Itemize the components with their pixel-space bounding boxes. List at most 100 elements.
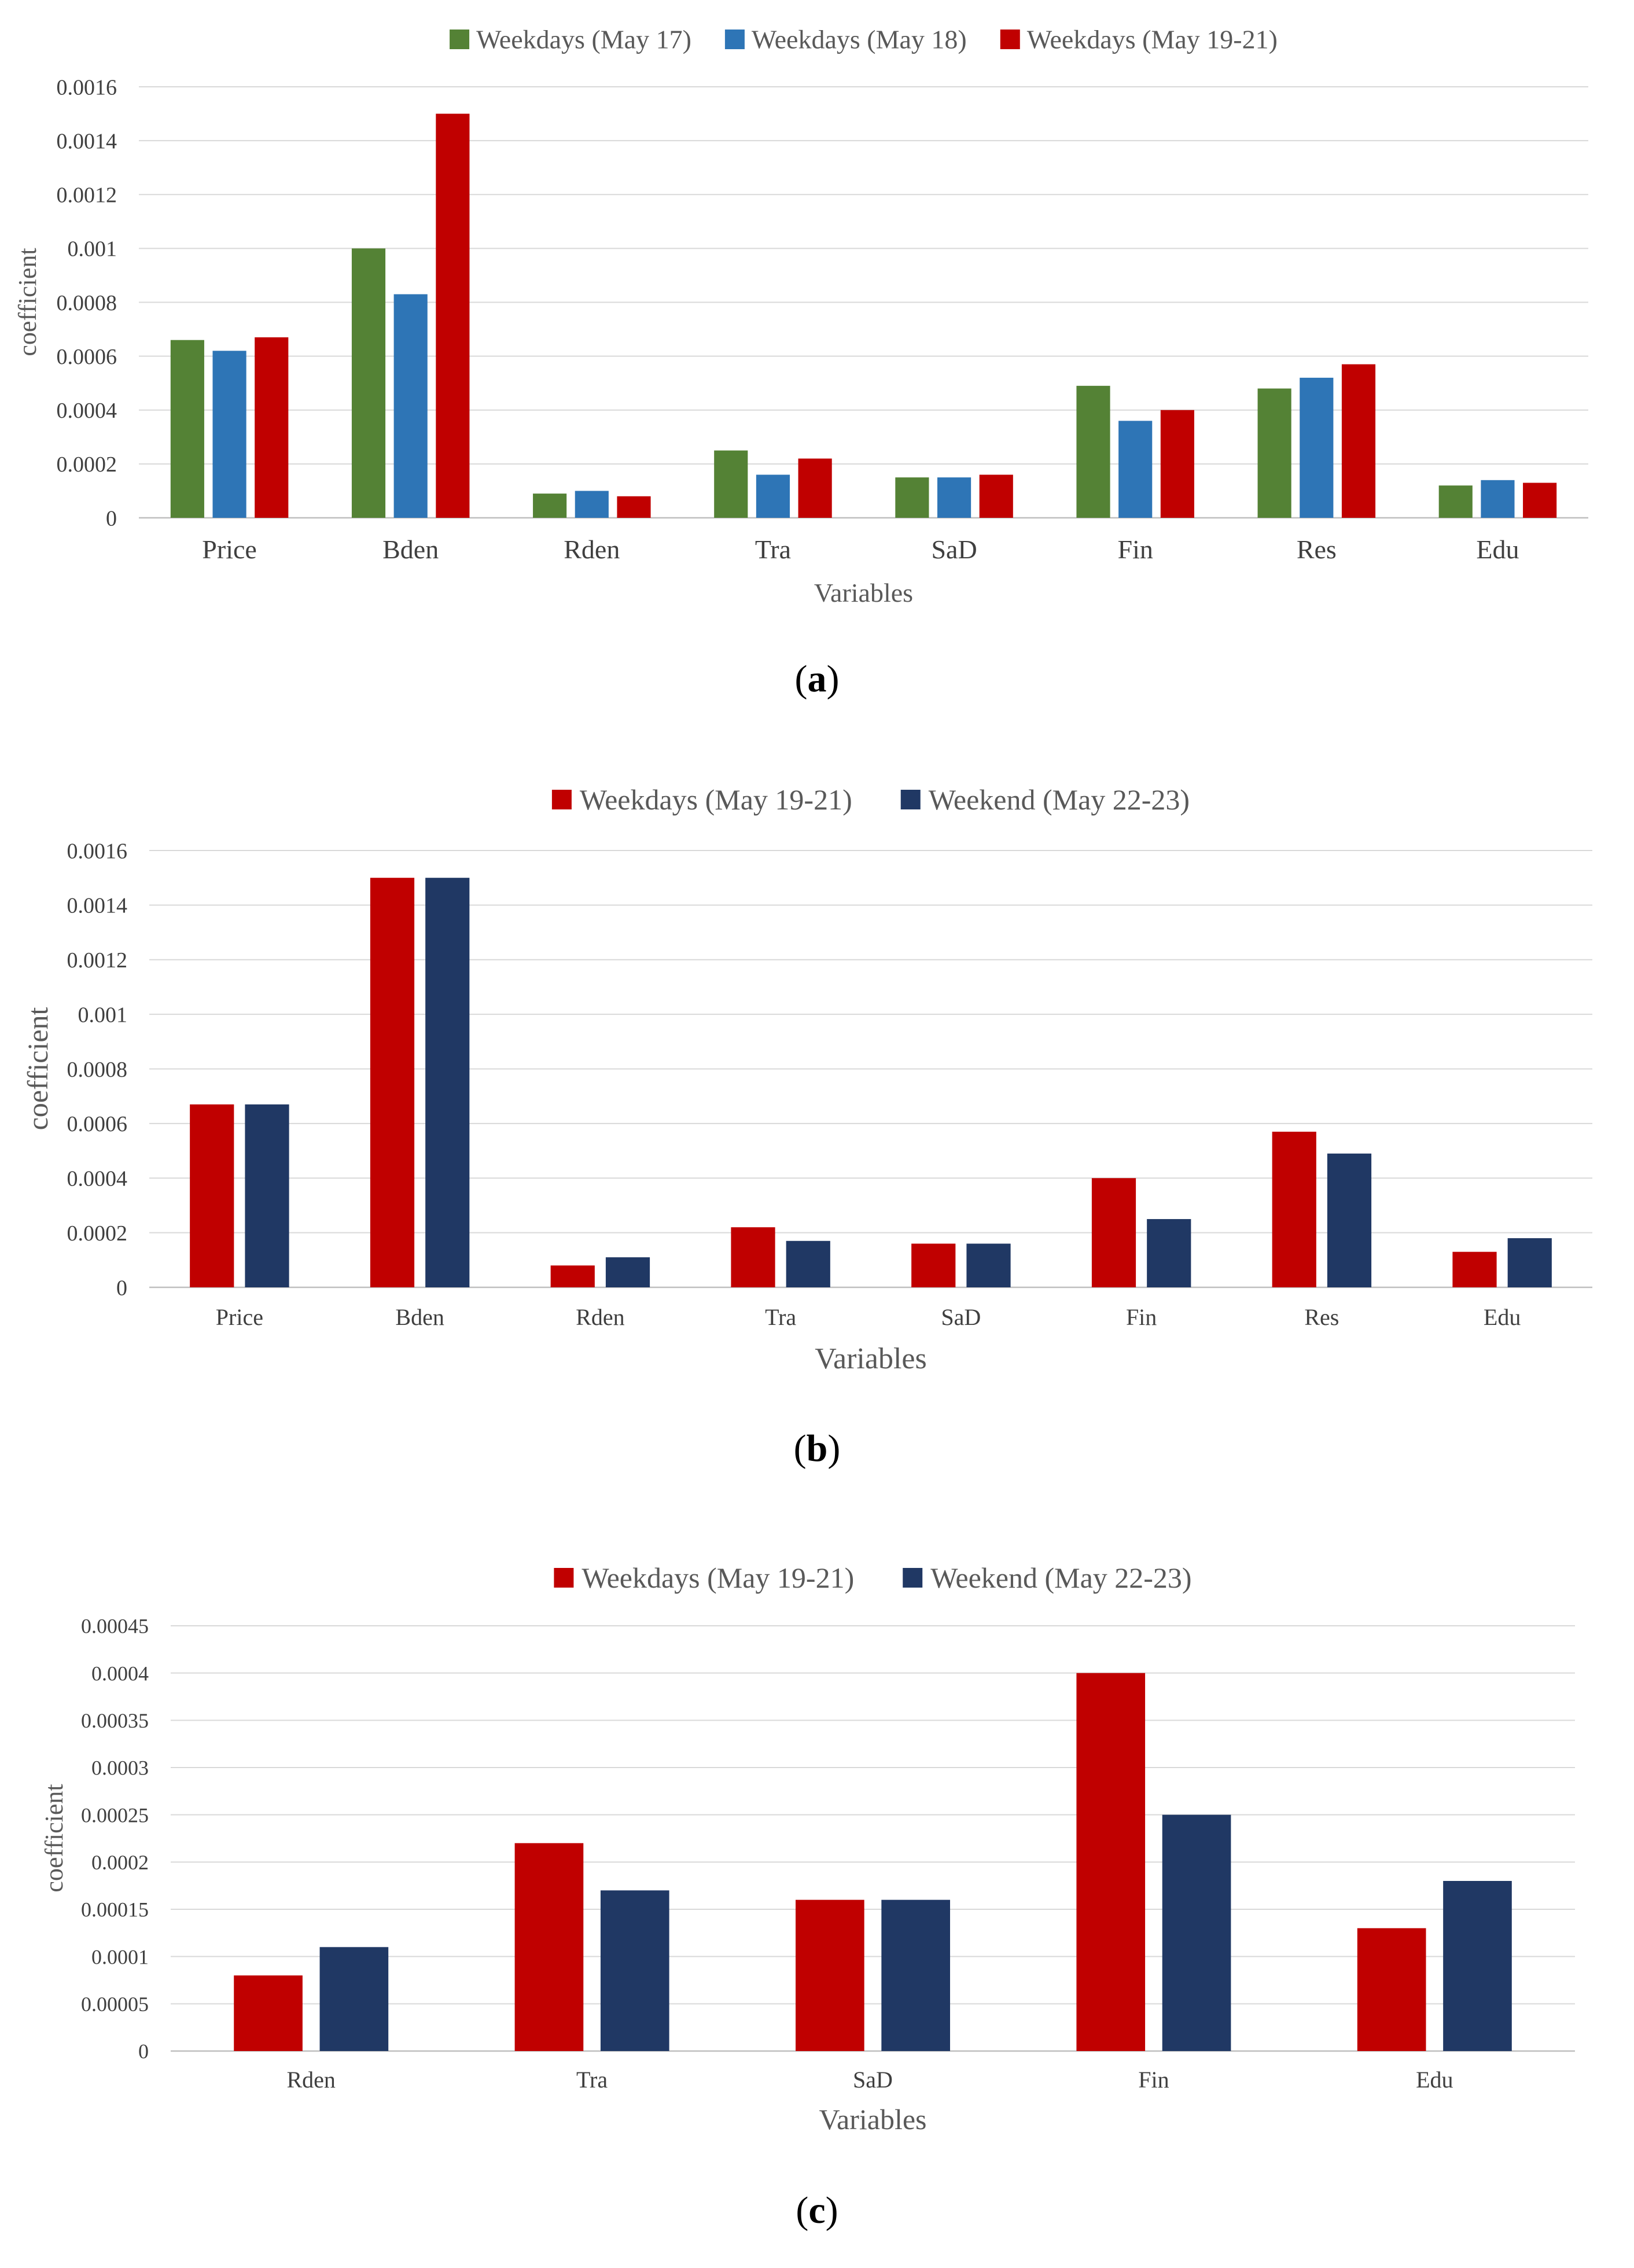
y-tick-label: 0.0016	[67, 839, 128, 863]
bar	[575, 491, 609, 518]
y-tick-label: 0.0004	[67, 1167, 128, 1191]
bar	[1523, 483, 1557, 518]
bar	[1091, 1178, 1136, 1287]
legend-label: Weekdays (May 19-21)	[582, 1562, 854, 1594]
bar	[600, 1890, 669, 2051]
y-axis-title: coefficient	[40, 1784, 68, 1892]
y-tick-label: 0.0004	[91, 1662, 149, 1685]
legend-swatch	[551, 790, 572, 809]
y-tick-label: 0.0014	[57, 129, 117, 153]
y-tick-label: 0.0012	[57, 183, 117, 208]
bar	[1118, 421, 1153, 518]
legend-swatch	[900, 790, 921, 809]
y-tick-label: 0.0014	[67, 894, 128, 918]
bar	[966, 1243, 1011, 1287]
x-tick-label: Res	[1297, 535, 1337, 564]
bar	[605, 1257, 650, 1287]
bar	[1341, 364, 1376, 518]
bar	[425, 878, 470, 1287]
y-tick-label: 0	[116, 1276, 127, 1300]
x-tick-label: SaD	[853, 2067, 893, 2093]
x-tick-label: Price	[216, 1304, 263, 1330]
y-tick-label: 0.0002	[91, 1851, 149, 1874]
bar	[533, 494, 567, 518]
x-tick-label: Tra	[576, 2067, 608, 2093]
y-tick-label: 0.00045	[81, 1615, 149, 1638]
bar	[1481, 480, 1515, 518]
bar	[714, 450, 748, 518]
legend-label: Weekdays (May 17)	[476, 25, 691, 54]
bar	[190, 1104, 234, 1287]
bar	[319, 1947, 389, 2051]
chart-panel-a: 0 0.0002 0.0004 0.0006 0.0008 0.001 0.0012 0.00…	[13, 25, 1588, 700]
bar	[1160, 410, 1194, 518]
x-axis-title: Variables	[815, 1342, 926, 1375]
bar	[786, 1240, 830, 1287]
bar	[550, 1265, 595, 1287]
bar	[937, 477, 971, 518]
legend-label: Weekend (May 22-23)	[930, 1562, 1191, 1594]
chart-panel-c: 0 0.00005 0.0001 0.00015 0.0002 0.00025 0.0003…	[40, 1562, 1575, 2232]
x-axis-title: Variables	[819, 2103, 926, 2136]
legend: Weekdays (May 17) Weekdays (May 18) Weekda…	[450, 25, 1278, 54]
legend-swatch	[450, 30, 470, 49]
bar	[798, 458, 832, 518]
bar	[756, 474, 790, 518]
y-tick-label: 0.001	[78, 1003, 128, 1027]
bar	[1507, 1238, 1552, 1287]
y-tick-label: 0.0012	[67, 948, 128, 973]
x-tick-label: Res	[1304, 1304, 1339, 1330]
bar	[370, 878, 415, 1287]
x-tick-label: Rden	[286, 2067, 335, 2093]
legend-label: Weekend (May 22-23)	[929, 783, 1190, 816]
bar	[393, 294, 428, 518]
x-tick-label: Tra	[755, 535, 791, 564]
x-tick-label: Fin	[1118, 535, 1153, 564]
chart-panel-b: 0 0.0002 0.0004 0.0006 0.0008 0.001 0.0012 0.00…	[21, 783, 1592, 1470]
x-tick-label: Edu	[1476, 535, 1519, 564]
x-tick-label: Fin	[1138, 2067, 1169, 2093]
legend-label: Weekdays (May 19-21)	[1027, 25, 1278, 54]
bar	[1076, 1673, 1146, 2051]
y-tick-label: 0.001	[68, 237, 117, 262]
bar	[212, 351, 246, 518]
panel-label: (a)	[795, 658, 840, 700]
y-tick-label: 0.00005	[81, 1993, 149, 2016]
bar	[895, 477, 929, 518]
x-axis-title: Variables	[814, 578, 913, 608]
y-tick-label: 0.0006	[57, 345, 117, 369]
bar	[1162, 1814, 1231, 2051]
bar	[255, 337, 289, 518]
panel-label: (c)	[796, 2189, 838, 2232]
bar	[436, 113, 470, 518]
y-tick-label: 0.00015	[81, 1898, 149, 1921]
bar	[1438, 485, 1473, 518]
bar	[1147, 1219, 1191, 1287]
y-tick-label: 0.0002	[57, 452, 117, 477]
bar	[881, 1899, 950, 2051]
x-tick-label: Rden	[576, 1304, 624, 1330]
bar	[1357, 1928, 1426, 2051]
y-tick-label: 0.0001	[91, 1945, 149, 1968]
legend: Weekdays (May 19-21) Weekend (May 22-23)	[554, 1562, 1192, 1594]
y-axis-title: coefficient	[21, 1007, 54, 1130]
bar	[170, 340, 204, 518]
legend: Weekdays (May 19-21) Weekend (May 22-23)	[551, 783, 1190, 816]
y-tick-label: 0.0006	[67, 1112, 128, 1136]
y-tick-label: 0.0008	[67, 1058, 128, 1082]
bar	[245, 1104, 289, 1287]
x-tick-label: Bden	[395, 1304, 444, 1330]
bar	[1443, 1881, 1512, 2051]
bar	[796, 1899, 864, 2051]
bar	[1452, 1251, 1497, 1287]
bar	[617, 496, 651, 518]
x-tick-label: Price	[202, 535, 257, 564]
y-tick-label: 0.00035	[81, 1709, 149, 1732]
legend-label: Weekdays (May 19-21)	[580, 783, 852, 816]
bar	[351, 248, 386, 518]
y-tick-label: 0.0008	[57, 291, 117, 315]
y-tick-label: 0.0016	[57, 75, 117, 100]
bar	[1076, 385, 1110, 518]
bar	[234, 1975, 303, 2051]
x-tick-label: Edu	[1484, 1304, 1521, 1330]
